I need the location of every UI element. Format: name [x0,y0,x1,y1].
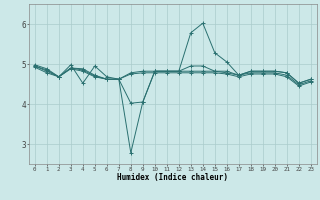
X-axis label: Humidex (Indice chaleur): Humidex (Indice chaleur) [117,173,228,182]
